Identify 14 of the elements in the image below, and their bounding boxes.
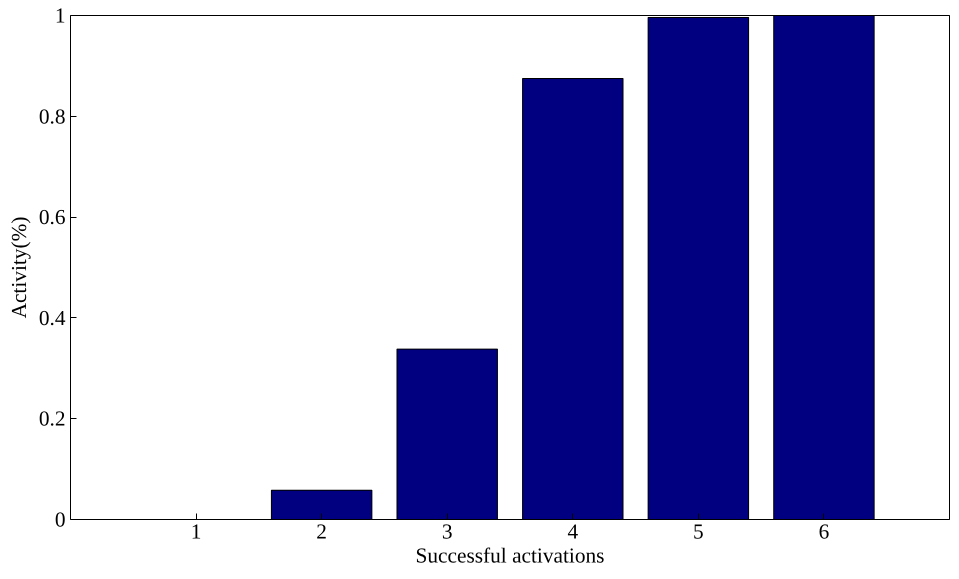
y-tick-label: 0.2 [38, 406, 66, 431]
y-tick-label: 0.8 [38, 104, 66, 128]
x-tick-label: 4 [567, 520, 578, 544]
x-tick-label: 1 [190, 520, 202, 544]
y-axis-title: Activity(%) [6, 216, 31, 318]
y-tick-label: 0 [54, 508, 66, 532]
y-tick-label: 0.4 [38, 306, 66, 330]
x-tick-label: 2 [316, 520, 327, 544]
x-tick-label: 5 [693, 520, 704, 544]
y-tick-label: 1 [54, 4, 66, 28]
x-tick-label: 3 [442, 520, 453, 544]
x-axis-title: Successful activations [416, 544, 604, 568]
y-tick-label: 0.6 [38, 205, 66, 230]
x-tick-label: 6 [818, 520, 830, 544]
